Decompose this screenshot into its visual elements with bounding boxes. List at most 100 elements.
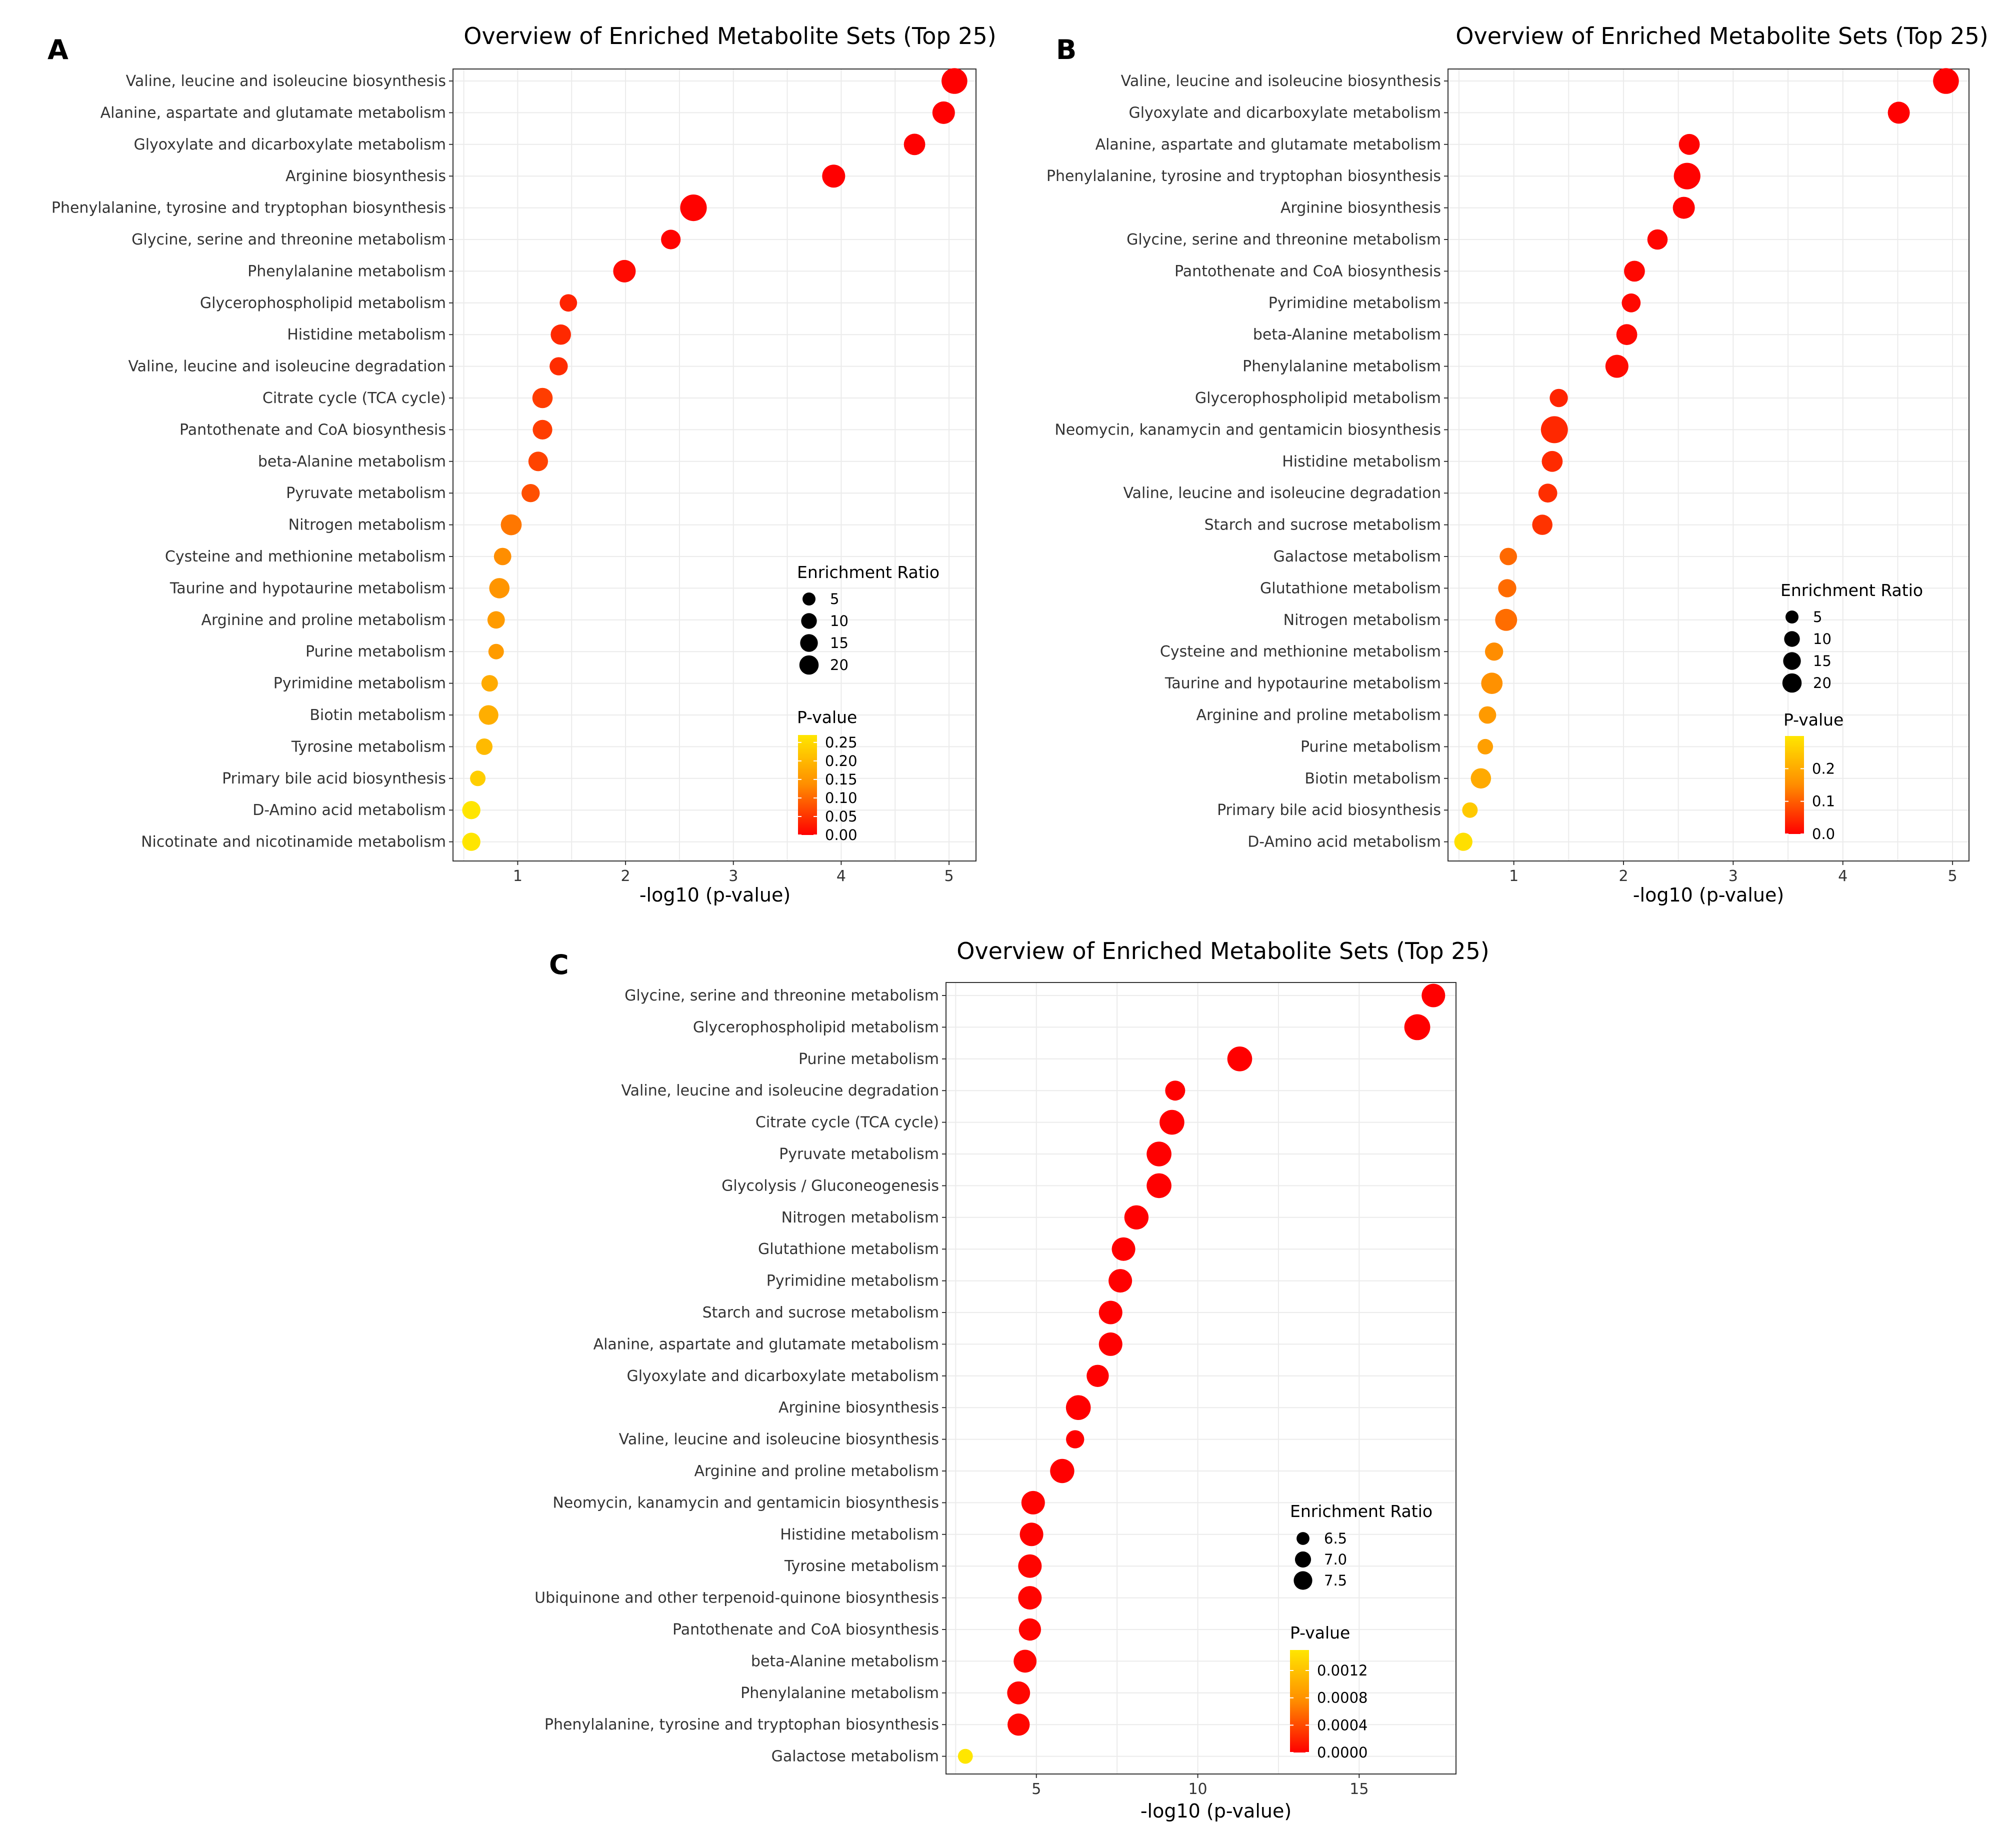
panel-c-color-legend-label: 0.0012 <box>1317 1662 1368 1679</box>
panel-b-size-legend-label: 5 <box>1813 608 1822 626</box>
panel-c-point-phenylalanine-metabolism <box>1007 1681 1030 1704</box>
panel-c-y-label-neomycin-kanamycin-and-gentamicin-biosynthesis: Neomycin, kanamycin and gentamicin biosy… <box>552 1494 939 1512</box>
panel-c-y-label-valine-leucine-and-isoleucine-degradation: Valine, leucine and isoleucine degradati… <box>621 1082 939 1100</box>
panel-b-point-primary-bile-acid-biosynthesis <box>1462 802 1478 818</box>
panel-a-x-tick-label: 1 <box>513 868 522 885</box>
panel-a-point-nitrogen-metabolism <box>500 514 522 536</box>
panel-b-points <box>1454 68 1959 851</box>
panel-c-points <box>958 984 1446 1764</box>
panel-b-x-tick-label: 5 <box>1948 868 1958 885</box>
panel-b-point-arginine-biosynthesis <box>1672 196 1695 219</box>
panel-b-plot-background <box>1448 69 1969 861</box>
panel-c-point-galactose-metabolism <box>958 1748 973 1764</box>
panel-c-y-label-glycolysis-gluconeogenesis: Glycolysis / Gluconeogenesis <box>722 1177 939 1194</box>
panel-a-point-cysteine-and-methionine-metabolism <box>494 548 512 566</box>
panel-a-x-tick-label: 2 <box>621 868 630 885</box>
panel-a-y-label-biotin-metabolism: Biotin metabolism <box>310 706 446 724</box>
panel-a-point-glycerophospholipid-metabolism <box>560 294 578 312</box>
panel-c-y-label-arginine-and-proline-metabolism: Arginine and proline metabolism <box>694 1462 939 1480</box>
panel-c-y-label-starch-and-sucrose-metabolism: Starch and sucrose metabolism <box>702 1304 939 1322</box>
panel-b-y-label-starch-and-sucrose-metabolism: Starch and sucrose metabolism <box>1204 516 1441 534</box>
panel-c-color-legend-label: 0.0000 <box>1317 1744 1368 1761</box>
panel-c-size-legend-label: 7.5 <box>1324 1572 1347 1589</box>
panel-b-color-legend-title: P-value <box>1784 710 1844 730</box>
panel-a-point-pantothenate-and-coa-biosynthesis <box>532 420 552 440</box>
panel-b-point-glycine-serine-and-threonine-metabolism <box>1647 229 1668 250</box>
panel-c-point-neomycin-kanamycin-and-gentamicin-biosynthesis <box>1021 1490 1045 1514</box>
panel-c-y-axis: Glycine, serine and threonine metabolism… <box>534 987 946 1766</box>
panel-a-x-axis-title: -log10 (p-value) <box>640 884 790 906</box>
panel-b-size-legend-dot <box>1782 673 1802 693</box>
panel-c-y-label-pyrimidine-metabolism: Pyrimidine metabolism <box>766 1272 939 1290</box>
panel-a-point-histidine-metabolism <box>550 324 571 345</box>
panel-c-y-label-beta-alanine-metabolism: beta-Alanine metabolism <box>751 1652 939 1670</box>
panel-b-y-label-beta-alanine-metabolism: beta-Alanine metabolism <box>1253 326 1441 344</box>
panel-c-point-nitrogen-metabolism <box>1124 1205 1149 1230</box>
panel-b-y-label-d-amino-acid-metabolism: D-Amino acid metabolism <box>1248 834 1441 851</box>
panel-a-size-legend-label: 5 <box>830 590 839 608</box>
panel-c-plot-background <box>946 982 1456 1774</box>
panel-a-point-pyruvate-metabolism <box>522 484 540 502</box>
panel-a-point-citrate-cycle-tca-cycle <box>532 388 553 408</box>
panel-a-color-legend-label: 0.15 <box>825 771 858 788</box>
panel-c-y-label-glycine-serine-and-threonine-metabolism: Glycine, serine and threonine metabolism <box>624 987 939 1004</box>
panel-b-point-beta-alanine-metabolism <box>1616 324 1638 346</box>
panel-a-color-legend-label: 0.10 <box>825 790 858 806</box>
panel-a-y-label-glyoxylate-and-dicarboxylate-metabolism: Glyoxylate and dicarboxylate metabolism <box>134 136 446 154</box>
panel-a-point-pyrimidine-metabolism <box>481 675 498 692</box>
panel-a-size-legend-dot <box>800 634 818 652</box>
panel-a-y-label-beta-alanine-metabolism: beta-Alanine metabolism <box>258 453 446 470</box>
panel-b-y-label-glyoxylate-and-dicarboxylate-metabolism: Glyoxylate and dicarboxylate metabolism <box>1128 104 1441 122</box>
panel-b-size-legend-label: 10 <box>1813 630 1832 648</box>
panel-c-size-legend-title: Enrichment Ratio <box>1290 1502 1432 1521</box>
panel-b-title: Overview of Enriched Metabolite Sets (To… <box>1456 22 1988 50</box>
panel-c-point-pantothenate-and-coa-biosynthesis <box>1018 1618 1042 1641</box>
panel-a-size-legend-label: 20 <box>830 656 848 674</box>
panel-c-size-legend-dot <box>1294 1571 1312 1590</box>
panel-c-point-starch-and-sucrose-metabolism <box>1098 1300 1122 1324</box>
panel-c-y-label-arginine-biosynthesis: Arginine biosynthesis <box>778 1399 939 1416</box>
panel-b-point-glycerophospholipid-metabolism <box>1550 388 1568 408</box>
panel-a-y-label-histidine-metabolism: Histidine metabolism <box>287 326 446 344</box>
panel-a-y-label-nicotinate-and-nicotinamide-metabolism: Nicotinate and nicotinamide metabolism <box>141 834 446 851</box>
panel-b-point-d-amino-acid-metabolism <box>1454 832 1472 851</box>
panel-c-x-tick-label: 5 <box>1032 1780 1041 1798</box>
panel-a-point-taurine-and-hypotaurine-metabolism <box>489 578 510 598</box>
panel-a-point-arginine-and-proline-metabolism <box>487 611 505 629</box>
panel-a-color-legend-label: 0.20 <box>825 752 858 770</box>
panel-c-point-glutathione-metabolism <box>1112 1237 1136 1261</box>
panel-a-point-phenylalanine-tyrosine-and-tryptophan-biosynthesis <box>680 194 707 222</box>
panel-a-point-alanine-aspartate-and-glutamate-metabolism <box>932 101 955 124</box>
panel-c-point-pyrimidine-metabolism <box>1108 1269 1132 1293</box>
panel-b-y-label-neomycin-kanamycin-and-gentamicin-biosynthesis: Neomycin, kanamycin and gentamicin biosy… <box>1054 421 1441 438</box>
panel-c-y-label-alanine-aspartate-and-glutamate-metabolism: Alanine, aspartate and glutamate metabol… <box>594 1336 939 1353</box>
panel-a-point-primary-bile-acid-biosynthesis <box>470 770 486 786</box>
panel-c-point-arginine-and-proline-metabolism <box>1050 1458 1074 1484</box>
panel-b-size-legend-dot <box>1786 610 1798 624</box>
panel-a-points <box>462 68 968 851</box>
panel-a-plot-border <box>452 68 976 862</box>
panel-b-point-pantothenate-and-coa-biosynthesis <box>1624 260 1645 282</box>
panel-b-y-label-phenylalanine-tyrosine-and-tryptophan-biosynthesis: Phenylalanine, tyrosine and tryptophan b… <box>1046 168 1441 185</box>
panel-c-point-tyrosine-metabolism <box>1018 1554 1042 1578</box>
panel-c-point-phenylalanine-tyrosine-and-tryptophan-biosynthesis <box>1008 1714 1030 1736</box>
panel-a-x-tick-label: 3 <box>728 868 738 885</box>
panel-c-y-label-pyruvate-metabolism: Pyruvate metabolism <box>779 1146 939 1163</box>
panel-a-y-label-citrate-cycle-tca-cycle: Citrate cycle (TCA cycle) <box>262 390 446 407</box>
panel-a-title: Overview of Enriched Metabolite Sets (To… <box>464 22 996 50</box>
panel-a-y-label-phenylalanine-tyrosine-and-tryptophan-biosynthesis: Phenylalanine, tyrosine and tryptophan b… <box>52 200 446 217</box>
panel-a-size-legend-label: 15 <box>830 634 848 652</box>
panel-b-y-axis: Valine, leucine and isoleucine biosynthe… <box>1046 72 1448 851</box>
panel-b-point-neomycin-kanamycin-and-gentamicin-biosynthesis <box>1540 416 1568 444</box>
panel-b-y-label-taurine-and-hypotaurine-metabolism: Taurine and hypotaurine metabolism <box>1164 675 1441 692</box>
panel-b-y-label-alanine-aspartate-and-glutamate-metabolism: Alanine, aspartate and glutamate metabol… <box>1096 136 1441 154</box>
panel-c: C Overview of Enriched Metabolite Sets (… <box>534 938 1490 1822</box>
panel-c-size-legend-label: 6.5 <box>1324 1530 1347 1547</box>
panel-b-point-purine-metabolism <box>1478 738 1494 754</box>
panel-a-y-label-arginine-and-proline-metabolism: Arginine and proline metabolism <box>201 612 446 629</box>
panel-b-y-label-cysteine-and-methionine-metabolism: Cysteine and methionine metabolism <box>1160 643 1441 660</box>
panel-a-point-nicotinate-and-nicotinamide-metabolism <box>462 832 480 851</box>
panel-b: B Overview of Enriched Metabolite Sets (… <box>1046 22 1988 906</box>
panel-a-size-legend-dot <box>802 592 816 606</box>
